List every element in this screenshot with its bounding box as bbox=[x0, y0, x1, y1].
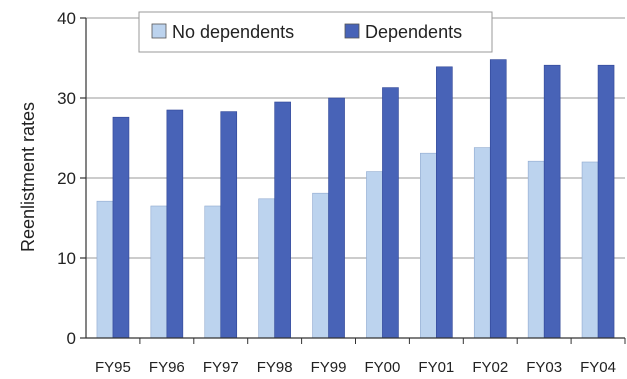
x-tick-label-fy03: FY03 bbox=[526, 359, 562, 376]
bar-no-dependents-fy00 bbox=[366, 171, 383, 339]
x-tick-label-fy02: FY02 bbox=[472, 359, 508, 376]
y-tick-label: 30 bbox=[57, 89, 76, 108]
y-tick-label: 20 bbox=[57, 169, 76, 188]
bar-no-dependents-fy97 bbox=[204, 205, 222, 339]
bar-no-dependents-fy95 bbox=[96, 200, 114, 339]
bar-no-dependents-fy03 bbox=[527, 160, 545, 339]
bar-dependents-fy03 bbox=[543, 64, 561, 339]
legend-box bbox=[138, 11, 493, 53]
x-tick-label-fy04: FY04 bbox=[580, 359, 616, 376]
legend-label-no-dependents: No dependents bbox=[172, 22, 294, 42]
y-tick-label: 0 bbox=[67, 329, 76, 348]
bar-no-dependents-fy96 bbox=[150, 205, 168, 339]
bar-dependents-fy96 bbox=[166, 109, 184, 339]
bar-no-dependents-fy98 bbox=[258, 198, 275, 339]
bar-no-dependents-fy99 bbox=[312, 192, 329, 339]
bar-dependents-fy02 bbox=[489, 59, 507, 339]
x-tick-label-fy00: FY00 bbox=[365, 359, 401, 376]
y-tick-labels: 0 10 20 30 40 bbox=[57, 9, 86, 348]
bar-dependents-fy97 bbox=[220, 111, 238, 339]
legend-swatch-no-dependents bbox=[151, 23, 167, 39]
bar-no-dependents-fy01 bbox=[420, 152, 437, 339]
bar-dependents-fy04 bbox=[597, 64, 615, 339]
bar-dependents-fy98 bbox=[274, 101, 291, 339]
legend: No dependents Dependents bbox=[138, 11, 493, 53]
legend-label-dependents: Dependents bbox=[365, 22, 462, 42]
bar-dependents-fy00 bbox=[382, 87, 399, 339]
bar-dependents-fy99 bbox=[328, 97, 345, 339]
x-tick-label-fy99: FY99 bbox=[311, 359, 347, 376]
bar-no-dependents-fy02 bbox=[473, 147, 491, 339]
x-tick-label-fy95: FY95 bbox=[95, 359, 131, 376]
x-tick-labels: FY95 FY96 FY97 FY98 FY99 FY00 FY01 FY02 FY03 FY04 bbox=[95, 338, 626, 376]
y-axis-label: Reenlistment rates bbox=[18, 102, 38, 252]
bar-dependents-fy95 bbox=[112, 116, 130, 339]
bar-dependents-fy01 bbox=[436, 66, 453, 339]
x-tick-label-fy98: FY98 bbox=[257, 359, 293, 376]
x-tick-label-fy96: FY96 bbox=[149, 359, 185, 376]
x-tick-label-fy97: FY97 bbox=[203, 359, 239, 376]
bars-group bbox=[96, 59, 615, 339]
y-tick-label: 10 bbox=[57, 249, 76, 268]
bar-no-dependents-fy04 bbox=[581, 161, 599, 339]
y-tick-label: 40 bbox=[57, 9, 76, 28]
x-tick-label-fy01: FY01 bbox=[418, 359, 454, 376]
legend-swatch-dependents bbox=[344, 23, 360, 39]
